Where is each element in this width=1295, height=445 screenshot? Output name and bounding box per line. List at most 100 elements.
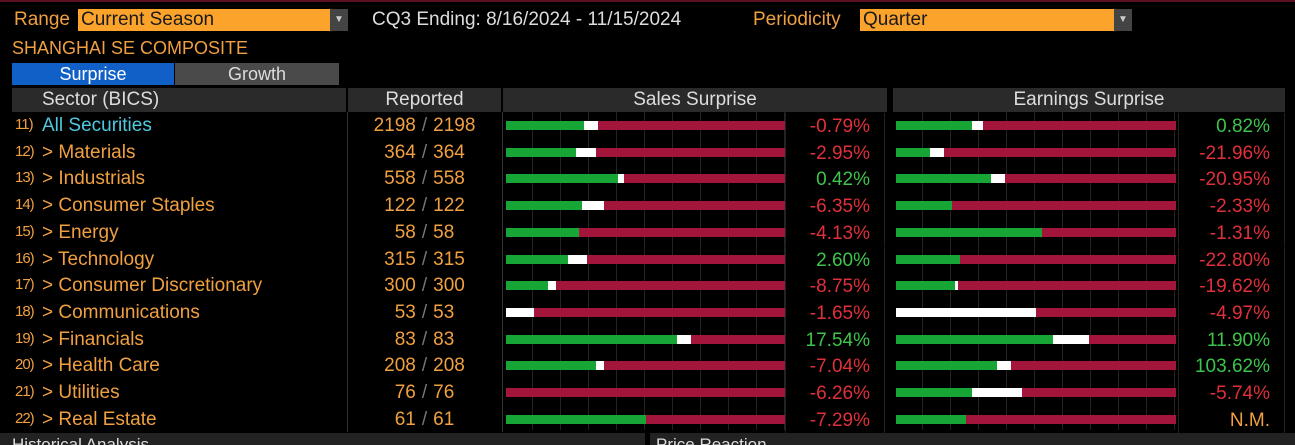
sector-name[interactable]: > Health Care bbox=[42, 355, 160, 377]
row-number: 17) bbox=[15, 276, 35, 294]
table-row[interactable]: 19) > Financials 83/83 17.54% 11.90% bbox=[12, 326, 1285, 354]
slash: / bbox=[421, 275, 428, 297]
reported-value: 208 bbox=[384, 355, 416, 377]
sector-name[interactable]: > Utilities bbox=[42, 382, 120, 403]
sales-beat-segment bbox=[506, 121, 585, 130]
index-name: SHANGHAI SE COMPOSITE bbox=[12, 38, 249, 58]
row-number: 20) bbox=[15, 356, 35, 374]
table-row[interactable]: 16) > Technology 315/315 2.60% -22.80% bbox=[12, 246, 1285, 274]
tab-growth[interactable]: Growth bbox=[175, 63, 339, 85]
earnings-beat-segment bbox=[896, 361, 997, 371]
sales-surprise-bar bbox=[506, 227, 786, 237]
sector-name[interactable]: > Technology bbox=[42, 248, 155, 270]
earnings-surprise-bar bbox=[896, 254, 1176, 264]
table-row[interactable]: 14) > Consumer Staples 122/122 -6.35% -2… bbox=[12, 193, 1285, 220]
reported-count: 76/76 bbox=[347, 382, 502, 404]
sector-name[interactable]: > Real Estate bbox=[42, 408, 157, 430]
row-number: 22) bbox=[15, 409, 35, 427]
slash: / bbox=[421, 195, 428, 217]
table-row[interactable]: 20) > Health Care 208/208 -7.04% 103.62% bbox=[12, 353, 1285, 380]
periodicity-label: Periodicity bbox=[753, 9, 841, 30]
earnings-inline-segment bbox=[996, 361, 1011, 371]
range-label: Range bbox=[14, 9, 70, 30]
table-row[interactable]: 21) > Utilities 76/76 -6.26% -5.74% bbox=[12, 380, 1285, 407]
table-row[interactable]: 15) > Energy 58/58 -4.13% -1.31% bbox=[12, 219, 1285, 247]
reported-value: 61 bbox=[394, 408, 416, 430]
sector-name[interactable]: > Communications bbox=[42, 301, 200, 323]
periodicity-dropdown[interactable]: Quarter ▼ bbox=[860, 9, 1132, 31]
total-value: 76 bbox=[433, 382, 455, 403]
sales-surprise-value: -0.79% bbox=[785, 113, 885, 140]
row-number: 21) bbox=[15, 383, 35, 400]
earnings-surprise-value: -5.74% bbox=[1178, 380, 1285, 407]
historical-analysis-title: Historical Analysis bbox=[12, 435, 149, 445]
earnings-surprise-bar bbox=[896, 281, 1176, 291]
reported-count: 2198/2198 bbox=[347, 115, 502, 137]
sales-surprise-bar bbox=[506, 334, 786, 344]
sector-name[interactable]: All Securities bbox=[42, 115, 152, 136]
sector-name[interactable]: > Materials bbox=[42, 141, 136, 163]
table-row[interactable]: 17) > Consumer Discretionary 300/300 -8.… bbox=[12, 273, 1285, 300]
earnings-surprise-value: N.M. bbox=[1178, 406, 1285, 434]
sales-inline-segment bbox=[548, 281, 557, 291]
range-dropdown[interactable]: Current Season ▼ bbox=[78, 9, 348, 31]
sales-beat-segment bbox=[506, 361, 596, 371]
column-header-earnings-surprise[interactable]: Earnings Surprise bbox=[893, 88, 1285, 112]
sector-name[interactable]: > Consumer Staples bbox=[42, 195, 215, 217]
reported-count: 122/122 bbox=[347, 195, 502, 217]
slash: / bbox=[421, 168, 428, 190]
chevron-down-icon[interactable]: ▼ bbox=[330, 9, 348, 31]
earnings-surprise-value: -20.95% bbox=[1178, 166, 1285, 194]
slash: / bbox=[421, 221, 428, 243]
sector-name[interactable]: > Energy bbox=[42, 221, 119, 243]
price-reaction-panel[interactable]: Price Reaction bbox=[650, 433, 1295, 445]
reported-value: 122 bbox=[384, 195, 416, 217]
sales-inline-segment bbox=[618, 174, 624, 184]
earnings-beat-segment bbox=[896, 201, 952, 211]
earnings-surprise-value: -1.31% bbox=[1178, 219, 1285, 247]
earnings-surprise-value: 103.62% bbox=[1178, 353, 1285, 380]
reported-count: 53/53 bbox=[347, 302, 502, 324]
column-header-sector[interactable]: Sector (BICS) bbox=[12, 88, 346, 112]
sales-surprise-value: -7.29% bbox=[785, 406, 885, 434]
sector-name[interactable]: > Financials bbox=[42, 328, 144, 350]
slash: / bbox=[421, 408, 428, 430]
sales-surprise-value: -1.65% bbox=[785, 299, 885, 327]
earnings-inline-segment bbox=[971, 388, 1022, 397]
column-header-sales-surprise[interactable]: Sales Surprise bbox=[503, 88, 887, 112]
range-value: Current Season bbox=[81, 9, 215, 30]
total-value: 61 bbox=[433, 408, 455, 430]
table-row[interactable]: 12) > Materials 364/364 -2.95% -21.96% bbox=[12, 139, 1285, 167]
reported-count: 558/558 bbox=[347, 168, 502, 190]
total-value: 364 bbox=[433, 141, 465, 163]
reported-value: 558 bbox=[384, 168, 416, 190]
earnings-gridlines bbox=[895, 112, 1177, 430]
sales-inline-segment bbox=[581, 201, 604, 211]
slash: / bbox=[421, 382, 428, 403]
table-row[interactable]: 13) > Industrials 558/558 0.42% -20.95% bbox=[12, 166, 1285, 194]
reported-count: 83/83 bbox=[347, 329, 502, 351]
earnings-surprise-bar bbox=[896, 307, 1176, 317]
sales-surprise-bar bbox=[506, 254, 786, 264]
slash: / bbox=[421, 355, 428, 377]
table-row[interactable]: 11) All Securities 2198/2198 -0.79% 0.82… bbox=[12, 113, 1285, 140]
sales-beat-segment bbox=[506, 281, 548, 291]
historical-analysis-panel[interactable]: Historical Analysis bbox=[0, 433, 645, 445]
row-number: 15) bbox=[15, 222, 35, 240]
table-row[interactable]: 18) > Communications 53/53 -1.65% -4.97% bbox=[12, 299, 1285, 327]
chevron-down-icon[interactable]: ▼ bbox=[1114, 9, 1132, 31]
earnings-surprise-value: -22.80% bbox=[1178, 246, 1285, 274]
table-row[interactable]: 22) > Real Estate 61/61 -7.29% N.M. bbox=[12, 406, 1285, 434]
tab-surprise[interactable]: Surprise bbox=[12, 63, 174, 85]
sector-name[interactable]: > Industrials bbox=[42, 168, 145, 190]
slash: / bbox=[421, 301, 428, 323]
column-header-reported[interactable]: Reported bbox=[348, 88, 501, 112]
earnings-surprise-bar bbox=[896, 414, 1176, 424]
total-value: 558 bbox=[433, 168, 465, 190]
sector-name[interactable]: > Consumer Discretionary bbox=[42, 275, 263, 297]
earnings-inline-segment bbox=[1052, 334, 1090, 344]
earnings-surprise-value: -2.33% bbox=[1178, 193, 1285, 220]
slash: / bbox=[421, 248, 428, 270]
sales-surprise-bar bbox=[506, 174, 786, 184]
sales-beat-segment bbox=[506, 174, 618, 184]
